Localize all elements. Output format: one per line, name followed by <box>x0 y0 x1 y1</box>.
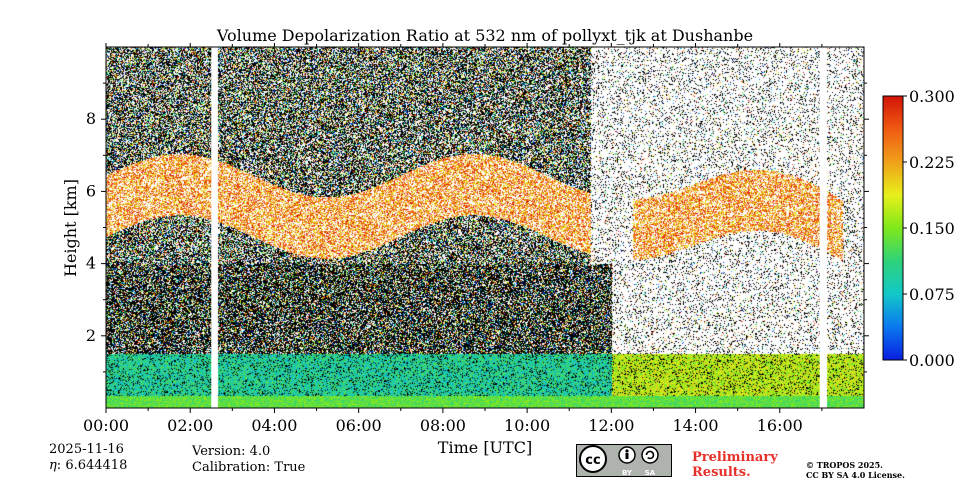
eta-symbol: η <box>49 458 57 473</box>
colorbar-tick-label: 0.225 <box>909 153 955 172</box>
footer-date-block: 2025-11-16 η: 6.644418 <box>49 442 127 474</box>
x-tick-label: 10:00 <box>504 416 550 435</box>
colorbar-tick-label: 0.000 <box>909 351 955 370</box>
cc-by-sa-icon: cc BY SA <box>579 445 659 477</box>
data-gap <box>819 47 827 408</box>
colorbar-gradient <box>882 95 904 361</box>
copyright-note: © TROPOS 2025. CC BY SA 4.0 License. <box>806 460 905 480</box>
chart-title: Volume Depolarization Ratio at 532 nm of… <box>216 26 753 45</box>
data-gap <box>211 47 218 408</box>
eta-value: 6.644418 <box>65 458 128 473</box>
y-axis-label: Height [km] <box>61 179 80 277</box>
colorbar-tick-label: 0.150 <box>909 219 955 238</box>
x-tick-label: 14:00 <box>673 416 719 435</box>
footer-eta: η: 6.644418 <box>49 458 128 473</box>
sa-icon <box>641 446 659 464</box>
copyright-line-1: © TROPOS 2025. <box>806 460 883 470</box>
heatmap-area <box>106 47 864 408</box>
colorbar-tick-label: 0.300 <box>909 87 955 106</box>
footer-calibration: Calibration: True <box>192 460 306 475</box>
y-tick-label: 6 <box>86 181 96 200</box>
x-tick-label: 02:00 <box>167 416 213 435</box>
cc-by-sa-badge: cc BY SA <box>576 444 672 477</box>
footer-version-block: Version: 4.0 Calibration: True <box>192 444 305 476</box>
x-tick-label: 12:00 <box>588 416 634 435</box>
x-tick-label: 06:00 <box>336 416 382 435</box>
y-tick-label: 8 <box>86 109 96 128</box>
x-tick-label: 16:00 <box>757 416 803 435</box>
x-tick-label: 00:00 <box>83 416 129 435</box>
preliminary-line-1: Preliminary <box>692 450 778 465</box>
colorbar: 0.000 0.075 0.150 0.225 0.300 <box>882 87 955 370</box>
y-tick-label: 4 <box>86 254 96 273</box>
preliminary-line-2: Results. <box>692 465 751 480</box>
copyright-line-2: CC BY SA 4.0 License. <box>806 470 905 480</box>
footer-date: 2025-11-16 <box>49 442 124 457</box>
heatmap-image <box>106 47 864 408</box>
by-label: BY <box>622 469 633 477</box>
y-tick-label: 2 <box>86 326 96 345</box>
preliminary-note: Preliminary Results. <box>692 450 778 480</box>
footer-version: Version: 4.0 <box>192 444 271 459</box>
colorbar-tick-label: 0.075 <box>909 285 955 304</box>
x-tick-label: 04:00 <box>251 416 297 435</box>
x-tick-label: 08:00 <box>420 416 466 435</box>
svg-text:cc: cc <box>585 453 600 468</box>
sa-label: SA <box>645 469 656 477</box>
y-axis: 2 4 6 8 <box>86 82 869 373</box>
x-axis-label: Time [UTC] <box>438 438 532 457</box>
x-axis: 00:00 02:00 04:00 06:00 08:00 10:00 12:00 14:00… <box>83 43 823 435</box>
